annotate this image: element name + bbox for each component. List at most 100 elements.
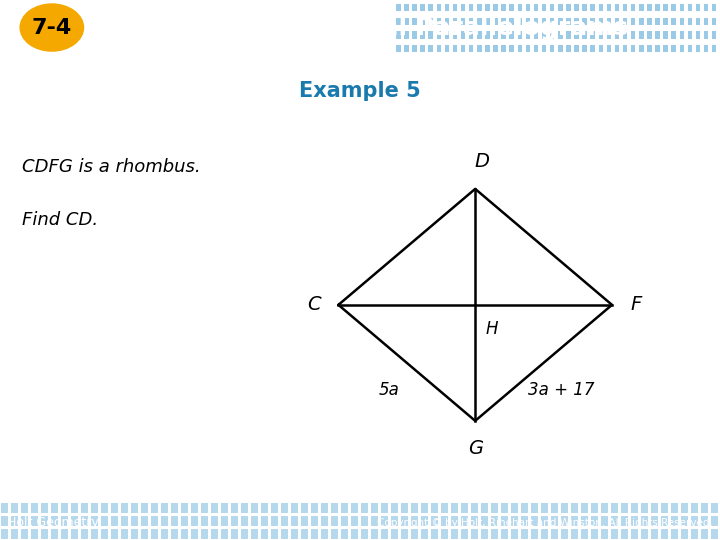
Bar	[655, 31, 660, 38]
Bar	[647, 18, 652, 25]
Text: Holt Geometry: Holt Geometry	[7, 516, 99, 529]
Bar	[240, 529, 248, 539]
Bar	[639, 4, 644, 11]
Bar	[623, 45, 627, 52]
Bar	[191, 503, 198, 513]
Bar	[542, 18, 546, 25]
Bar	[696, 45, 701, 52]
Bar	[558, 4, 562, 11]
Bar	[647, 4, 652, 11]
Bar	[420, 4, 425, 11]
Bar	[445, 18, 449, 25]
Bar	[581, 503, 588, 513]
Bar	[606, 45, 611, 52]
Bar	[688, 18, 692, 25]
Bar	[493, 45, 498, 52]
Text: 3a + 17: 3a + 17	[528, 381, 595, 399]
Bar	[101, 503, 108, 513]
Bar	[690, 529, 698, 539]
Bar	[271, 503, 278, 513]
Bar	[701, 516, 708, 526]
Bar	[493, 4, 498, 11]
Bar	[291, 503, 298, 513]
Bar	[582, 31, 587, 38]
Bar	[501, 18, 505, 25]
Bar	[1, 516, 8, 526]
Bar	[575, 45, 579, 52]
Bar	[311, 516, 318, 526]
Bar	[647, 31, 652, 38]
Bar	[50, 529, 58, 539]
Bar	[631, 503, 638, 513]
Bar	[81, 503, 88, 513]
Bar	[561, 529, 568, 539]
Bar	[615, 45, 619, 52]
Bar	[481, 503, 488, 513]
Bar	[655, 4, 660, 11]
Bar	[11, 503, 18, 513]
Bar	[696, 31, 701, 38]
Bar	[453, 18, 457, 25]
Bar	[500, 503, 508, 513]
Bar	[500, 529, 508, 539]
Bar	[534, 31, 538, 38]
Bar	[485, 18, 490, 25]
Bar	[371, 516, 378, 526]
Bar	[150, 516, 158, 526]
Bar	[481, 516, 488, 526]
Bar	[526, 31, 530, 38]
Bar	[431, 529, 438, 539]
Bar	[191, 516, 198, 526]
Bar	[201, 516, 208, 526]
Bar	[534, 4, 538, 11]
Bar	[445, 45, 449, 52]
Bar	[611, 503, 618, 513]
Bar	[211, 516, 218, 526]
Bar	[551, 503, 558, 513]
Bar	[575, 31, 579, 38]
Bar	[301, 529, 308, 539]
Bar	[671, 516, 678, 526]
Bar	[140, 529, 148, 539]
Bar	[582, 45, 587, 52]
Bar	[521, 503, 528, 513]
Bar	[598, 4, 603, 11]
Bar	[21, 503, 28, 513]
Text: Properties of Special Parallelograms: Properties of Special Parallelograms	[112, 16, 628, 39]
Bar	[688, 31, 692, 38]
Bar	[21, 529, 28, 539]
Bar	[471, 529, 478, 539]
Bar	[558, 31, 562, 38]
Bar	[428, 4, 433, 11]
Bar	[704, 18, 708, 25]
Bar	[606, 18, 611, 25]
Bar	[651, 516, 658, 526]
Bar	[211, 529, 218, 539]
Bar	[41, 516, 48, 526]
Bar	[436, 18, 441, 25]
Bar	[436, 4, 441, 11]
Bar	[571, 516, 578, 526]
Bar	[469, 4, 474, 11]
Text: Copyright © by Holt, Rinehart and Winston. All Rights Reserved.: Copyright © by Holt, Rinehart and Winsto…	[377, 517, 713, 528]
Bar	[396, 4, 400, 11]
Bar	[485, 45, 490, 52]
Bar	[261, 529, 268, 539]
Bar	[500, 516, 508, 526]
Bar	[171, 516, 178, 526]
Bar	[526, 18, 530, 25]
Bar	[330, 516, 338, 526]
Bar	[477, 31, 482, 38]
Bar	[550, 31, 554, 38]
Bar	[598, 18, 603, 25]
Bar	[711, 503, 718, 513]
Bar	[542, 31, 546, 38]
Bar	[291, 516, 298, 526]
Bar	[493, 18, 498, 25]
Bar	[631, 45, 635, 52]
Bar	[558, 18, 562, 25]
Bar	[501, 45, 505, 52]
Bar	[121, 529, 128, 539]
Bar	[11, 516, 18, 526]
Bar	[428, 45, 433, 52]
